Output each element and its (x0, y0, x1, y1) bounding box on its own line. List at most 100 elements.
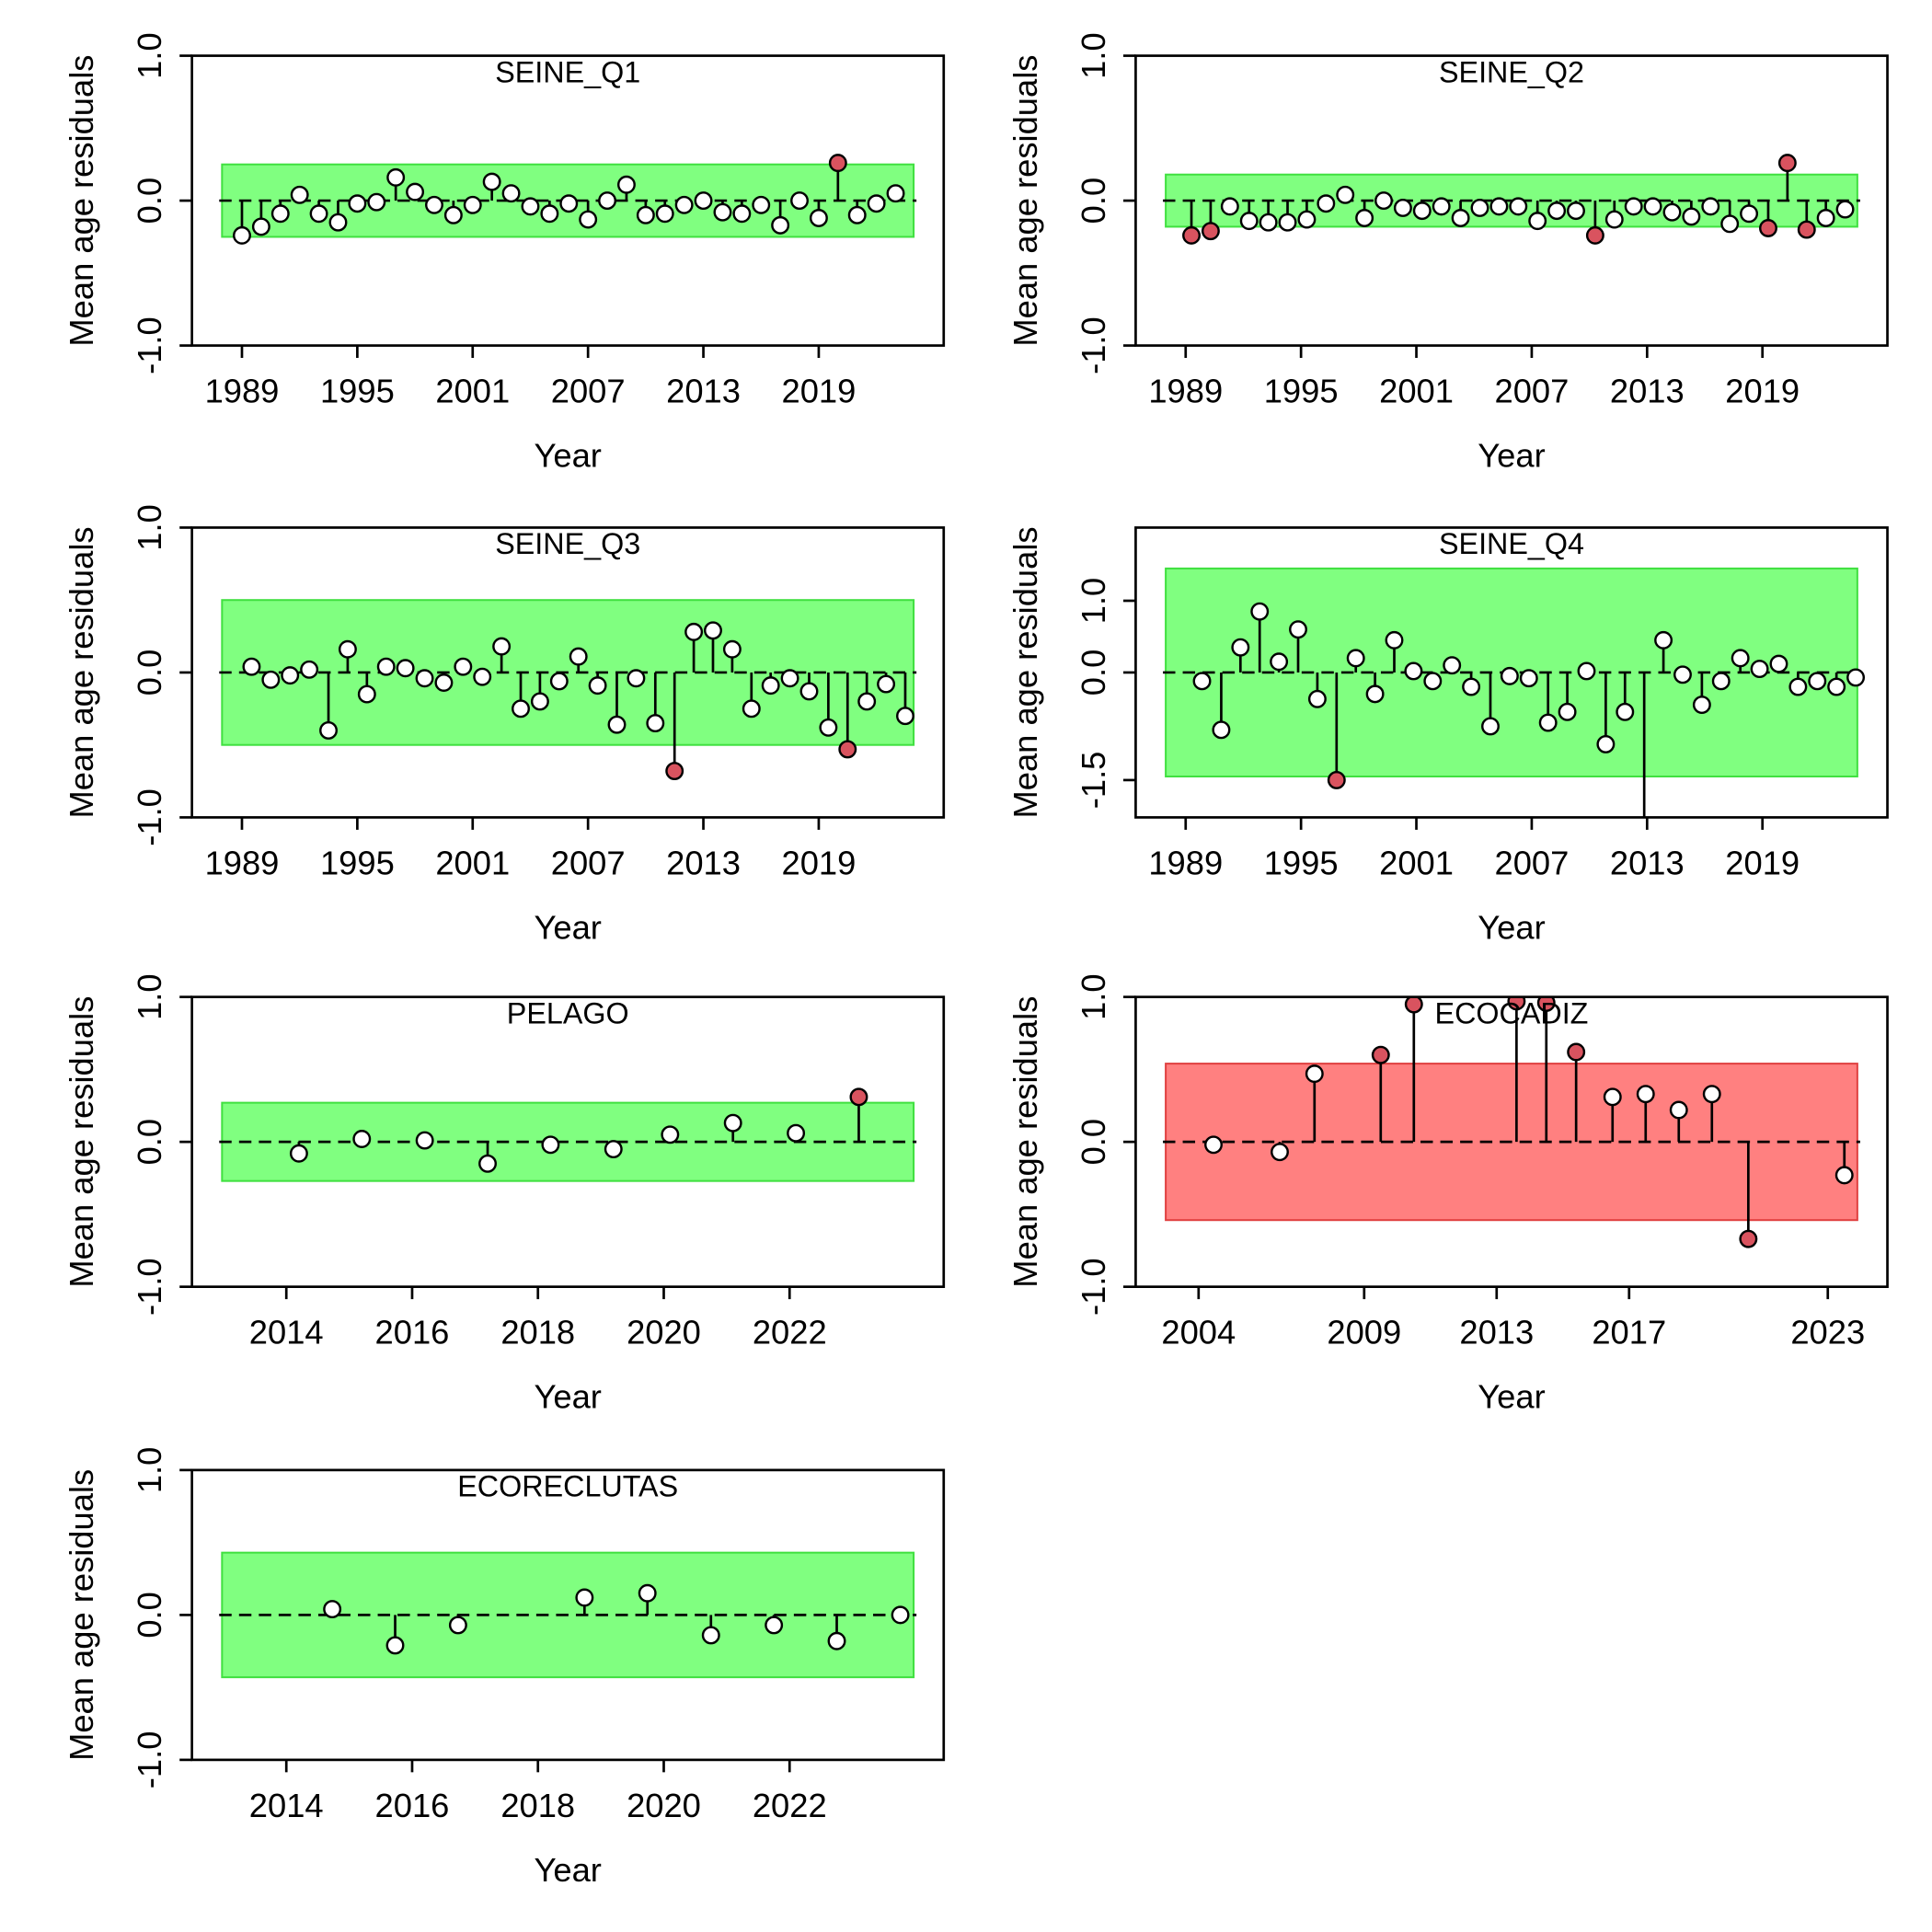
plot-area (219, 599, 917, 781)
y-tick-label: 0.0 (1075, 178, 1112, 224)
point (579, 210, 598, 229)
point (1278, 213, 1297, 232)
x-tick-label: 1995 (320, 373, 395, 410)
point (1231, 638, 1250, 657)
x-axis-label: Year (535, 909, 602, 947)
point (454, 657, 473, 676)
y-axis-label: Mean age residuals (1006, 55, 1044, 347)
x-tick-label: 2001 (1379, 373, 1454, 410)
panel-title: SEINE_Q4 (1439, 527, 1584, 560)
point (1816, 209, 1835, 227)
point (787, 1123, 806, 1143)
point (270, 204, 290, 224)
point (1788, 677, 1808, 696)
x-tick-label: 2020 (627, 1787, 701, 1824)
x-tick-label: 2014 (249, 1787, 324, 1824)
x-tick-label: 1995 (1264, 373, 1339, 410)
point (713, 202, 732, 222)
point (1346, 649, 1365, 668)
point (501, 184, 521, 203)
point (655, 204, 674, 224)
point (512, 699, 530, 719)
point (1305, 1064, 1324, 1084)
y-tick-label: -1.0 (1075, 316, 1112, 374)
x-tick-label: 2022 (753, 1314, 827, 1351)
point (473, 667, 492, 686)
x-tick-label: 2007 (1495, 373, 1570, 410)
panel: SEINE_Q2 -1.0 0.0 1.0 1989 1995 2001 2007 2013 20… (1006, 32, 1889, 475)
point (704, 621, 722, 640)
point (1500, 666, 1519, 685)
panel-title: ECOCADIZ (1435, 996, 1589, 1029)
y-tick-label: 0.0 (1075, 1119, 1112, 1166)
x-tick-label: 2020 (627, 1314, 701, 1351)
point (701, 1626, 720, 1645)
point (1289, 620, 1307, 639)
point (242, 657, 261, 676)
panel: SEINE_Q4 -1.5 0.0 1.0 1989 1995 2001 2007 2013 20… (1006, 526, 1889, 947)
x-tick-label: 1989 (1148, 373, 1223, 410)
point (1355, 209, 1374, 227)
point (1239, 212, 1259, 231)
y-tick-label: -1.0 (131, 1731, 168, 1789)
x-tick-label: 2013 (666, 845, 741, 882)
panel: ECOCADIZ -1.0 0.0 1.0 2004 2009 2013 2017 2023 Ye… (1006, 973, 1889, 1416)
y-axis-label: Mean age residuals (63, 1469, 100, 1761)
point (1507, 996, 1526, 1011)
point (799, 682, 819, 701)
point (396, 659, 415, 678)
point (877, 674, 896, 694)
point (722, 639, 742, 659)
point (723, 1113, 742, 1133)
point (530, 692, 549, 711)
y-tick-label: 0.0 (131, 178, 168, 224)
point (1481, 717, 1500, 736)
point (1182, 225, 1201, 245)
x-tick-label: 2016 (375, 1787, 450, 1824)
point (233, 225, 251, 245)
point (1536, 996, 1556, 1012)
point (1567, 1042, 1586, 1062)
x-axis-label: Year (535, 1851, 602, 1889)
plot-area (1163, 996, 1860, 1248)
panel: ECORECLUTAS -1.0 0.0 1.0 2014 2016 2018 2020 202… (63, 1447, 946, 1889)
point (482, 172, 501, 191)
point (598, 191, 617, 211)
plot-area (219, 154, 917, 245)
point (521, 197, 540, 216)
point (604, 1140, 623, 1158)
y-tick-label: 1.0 (131, 32, 168, 79)
point (386, 167, 406, 187)
point (338, 639, 357, 659)
point (348, 194, 367, 213)
point (1636, 1085, 1655, 1104)
plot-area (1163, 154, 1860, 245)
point (300, 660, 319, 679)
point (463, 195, 482, 214)
point (319, 720, 338, 740)
point (1412, 201, 1432, 221)
y-axis-label: Mean age residuals (1006, 996, 1044, 1288)
point (1404, 996, 1423, 1014)
x-tick-label: 2007 (551, 373, 626, 410)
point (1835, 200, 1855, 219)
x-tick-label: 2017 (1592, 1314, 1666, 1351)
point (761, 676, 780, 696)
y-axis-label: Mean age residuals (1006, 526, 1044, 818)
point (328, 213, 348, 232)
point (443, 205, 463, 224)
y-axis-label: Mean age residuals (63, 55, 100, 347)
point (376, 657, 396, 676)
point (1365, 684, 1385, 704)
point (1643, 197, 1662, 216)
point (1603, 1087, 1622, 1107)
point (1489, 197, 1509, 216)
point (765, 1616, 784, 1635)
point (478, 1154, 497, 1173)
x-tick-label: 2001 (435, 845, 510, 882)
x-tick-label: 2022 (753, 1787, 827, 1824)
point (1270, 652, 1289, 672)
point (684, 622, 704, 641)
x-tick-label: 2013 (666, 373, 741, 410)
x-axis-label: Year (535, 1378, 602, 1416)
